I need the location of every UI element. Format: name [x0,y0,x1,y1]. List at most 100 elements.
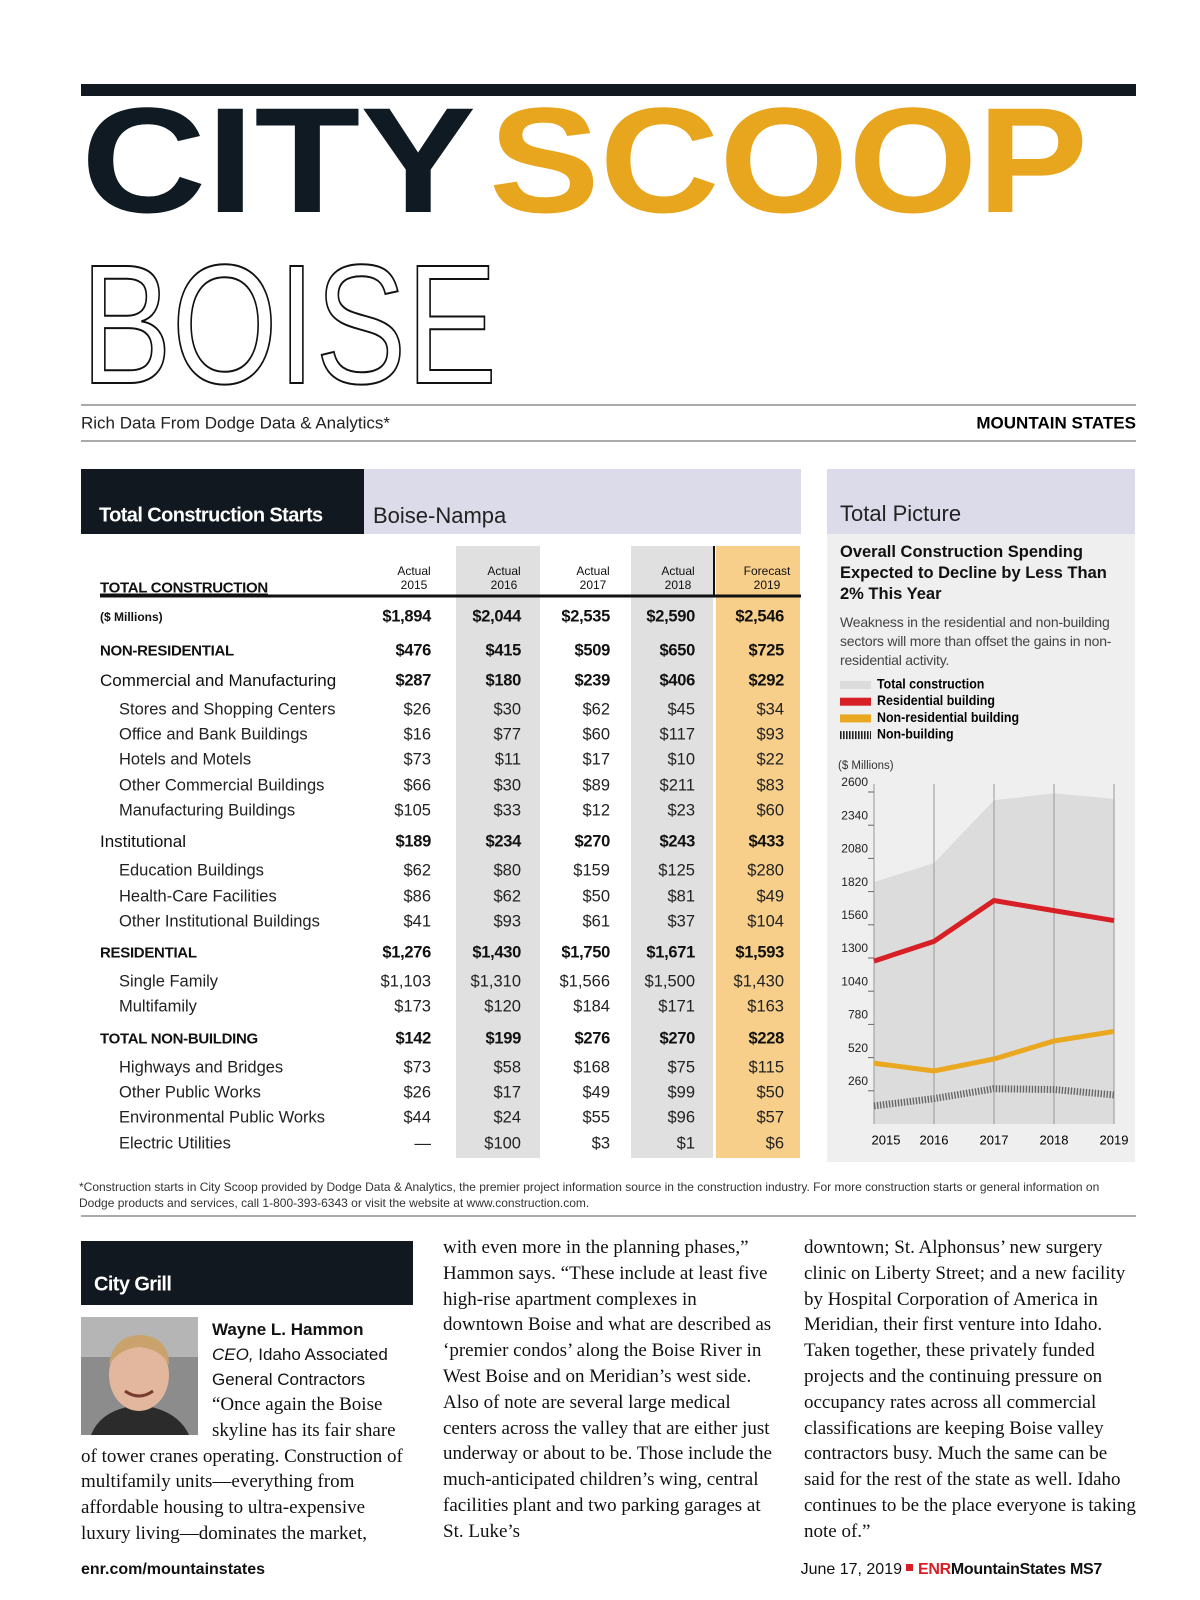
cell: $26 [403,1083,431,1102]
footer-date: June 17, 2019 [800,1561,902,1578]
cell: $55 [582,1108,610,1127]
cell: $33 [493,801,521,820]
cell: $199 [485,1029,521,1048]
cell: $406 [659,671,695,690]
cell: — [414,1134,432,1152]
portrait-face [109,1339,169,1411]
row-label: ($ Millions) [100,610,163,624]
legend-swatch [840,731,871,740]
y-tick-label: 780 [848,1008,868,1022]
portrait-smile [124,1389,154,1398]
legend-swatch [840,714,871,723]
row-label: Health-Care Facilities [119,887,277,905]
row-label: Manufacturing Buildings [119,801,296,820]
cell: $270 [574,832,610,851]
row-label: Other Commercial Buildings [119,776,325,795]
legend-label: Total construction [877,676,984,692]
article-column: Wayne L. Hammon CEO, Idaho Associated Ge… [81,1317,413,1547]
cell: $49 [582,1083,610,1102]
legend-swatch [840,697,871,706]
cell: $280 [747,861,784,880]
cell: $41 [403,912,431,931]
cell: $75 [667,1058,695,1077]
row-label: Stores and Shopping Centers [119,700,336,719]
column-kind: Actual [661,564,695,578]
column-kind: Actual [576,564,610,578]
footer-brand: ENR [918,1561,951,1578]
cell: $105 [394,801,431,820]
cell: $45 [667,700,695,719]
cell: $168 [573,1058,610,1077]
city-name: BOISE [81,230,497,420]
cell: $1,750 [561,943,610,962]
column-kind: Actual [487,564,521,578]
cell: $86 [403,887,431,905]
column-year: 2018 [664,578,692,592]
cell: $287 [395,671,431,690]
cell: $1 [676,1134,695,1152]
hatched-line [873,1085,1115,1110]
cell: $96 [667,1108,695,1127]
legend-label: Non-residential building [877,709,1019,725]
cell: $22 [756,750,784,769]
group-label: TOTAL NON-BUILDING [100,1030,258,1048]
shade-column [456,546,540,1158]
cell: $93 [756,725,784,744]
cell: $83 [756,776,784,795]
legend-label: Non-building [877,726,954,742]
column-year: 2015 [400,578,428,592]
column-year: 2019 [753,578,781,592]
cell: $189 [395,832,431,851]
cell: $73 [403,1058,431,1077]
cell: $16 [403,725,431,744]
chart-subtitle: Weakness in the residential and non-buil… [840,614,1112,668]
column-kind: Forecast [743,564,791,578]
cell: $234 [485,832,521,851]
cell: $49 [756,887,784,905]
cell: $62 [403,861,431,880]
x-tick-label: 2018 [1040,1132,1069,1147]
group-label: Commercial and Manufacturing [100,671,337,690]
cell: $270 [659,1029,695,1048]
shade-column [631,546,713,1158]
footer-brand-line: ENRMountainStates MS7 [918,1561,1102,1579]
title-accent: SCOOP [489,76,1088,244]
cell: $1,430 [472,943,521,962]
row-label: Environmental Public Works [119,1108,326,1127]
footer-edition: MountainStates [950,1561,1066,1578]
row-label: Office and Bank Buildings [119,725,308,744]
cell: $650 [659,641,695,660]
cell: $509 [574,641,610,660]
cell: $184 [573,997,610,1016]
cell: $99 [667,1083,695,1102]
cell: $93 [493,912,521,931]
row-label: Other Institutional Buildings [119,912,320,931]
y-tick-label: 1300 [841,941,868,955]
row-label: Electric Utilities [119,1134,231,1152]
cell: $1,430 [733,972,784,991]
cell: $725 [748,641,784,660]
cell: $12 [582,801,610,820]
group-label: Institutional [100,832,186,852]
cell: $1,593 [735,943,784,962]
cell: $120 [484,997,521,1016]
cell: $30 [493,776,521,795]
article-column: with even more in the planning phases,” … [443,1237,772,1542]
cell: $228 [748,1029,784,1048]
x-tick-label: 2017 [980,1132,1009,1147]
cell: $2,546 [735,607,784,626]
cell: $23 [667,801,695,820]
row-label: Other Public Works [119,1083,261,1102]
section-title: City Grill [94,1273,172,1296]
cell: $17 [582,750,610,769]
top-bar [81,84,1136,96]
cell: $1,894 [382,607,431,626]
y-tick-label: 260 [848,1074,868,1088]
y-tick-label: 2600 [841,775,868,789]
cell: $1,500 [644,972,695,991]
cell: $62 [493,887,521,905]
cell: $276 [574,1029,610,1048]
article-text: “Once again the Boise skyline has its fa… [81,1394,403,1544]
cell: $433 [748,832,784,851]
